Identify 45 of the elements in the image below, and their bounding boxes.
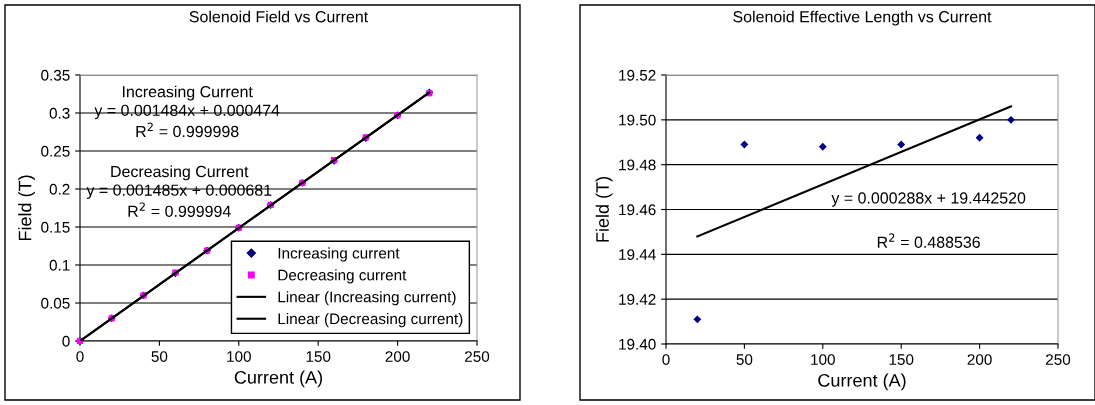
y-tick-label: 0.3 xyxy=(49,107,70,119)
y-tick-label: 0.25 xyxy=(41,145,70,157)
chart-title: Solenoid Effective Length vs Current xyxy=(733,10,992,26)
y-tick-label: 0.1 xyxy=(49,259,70,271)
y-tick-label: 19.44 xyxy=(619,249,656,261)
x-tick-label: 100 xyxy=(811,354,835,365)
legend-label: Linear (Decreasing current) xyxy=(278,313,463,328)
y-tick-label: 0.15 xyxy=(41,221,70,233)
annotation: Decreasing Current xyxy=(111,165,249,181)
x-tick-label: 150 xyxy=(889,354,914,365)
chart-title: Solenoid Field vs Current xyxy=(189,10,369,23)
legend-label: Linear (Increasing current) xyxy=(278,291,456,306)
x-tick-label: 100 xyxy=(227,351,251,362)
y-tick-label: 19.48 xyxy=(619,159,656,171)
y-tick-label: 19.46 xyxy=(619,204,656,216)
annotation: y = 0.001484x + 0.000474 xyxy=(94,104,280,120)
x-tick-label: 50 xyxy=(736,354,753,365)
y-tick-label: 19.52 xyxy=(619,69,656,81)
x-tick-label: 0 xyxy=(662,354,670,365)
x-tick-label: 200 xyxy=(967,354,992,365)
x-tick-label: 0 xyxy=(76,351,84,362)
y-axis-title: Field (T) xyxy=(595,177,613,242)
y-tick-label: 0.2 xyxy=(49,183,70,195)
x-tick-label: 250 xyxy=(1046,354,1071,365)
y-axis-title: Field (T) xyxy=(18,175,35,241)
annotation: y = 0.000288x + 19.442520 xyxy=(831,192,1026,207)
y-tick-label: 0.35 xyxy=(41,69,70,81)
x-axis-title: Current (A) xyxy=(234,370,323,388)
y-tick-label: 19.40 xyxy=(619,338,656,350)
annotation: R$^{2}$ = 0.999998 xyxy=(136,122,239,138)
y-tick-label: 19.42 xyxy=(619,294,656,305)
legend-label: Decreasing current xyxy=(278,269,407,284)
y-tick-label: 19.50 xyxy=(619,114,656,126)
annotation: R$^{2}$ = 0.999994 xyxy=(128,202,231,217)
y-tick-label: 0 xyxy=(62,335,70,347)
legend-label: Increasing current xyxy=(278,247,400,262)
x-tick-label: 250 xyxy=(465,351,490,362)
x-tick-label: 200 xyxy=(385,351,410,362)
x-tick-label: 150 xyxy=(306,351,331,362)
x-axis-title: Current (A) xyxy=(818,373,906,391)
annotation: y = 0.001485x + 0.000681 xyxy=(86,184,272,199)
annotation: Increasing Current xyxy=(122,85,253,101)
y-tick-label: 0.05 xyxy=(41,297,70,309)
annotation: R$^{2}$ = 0.488536 xyxy=(877,233,980,248)
x-tick-label: 50 xyxy=(151,351,168,362)
